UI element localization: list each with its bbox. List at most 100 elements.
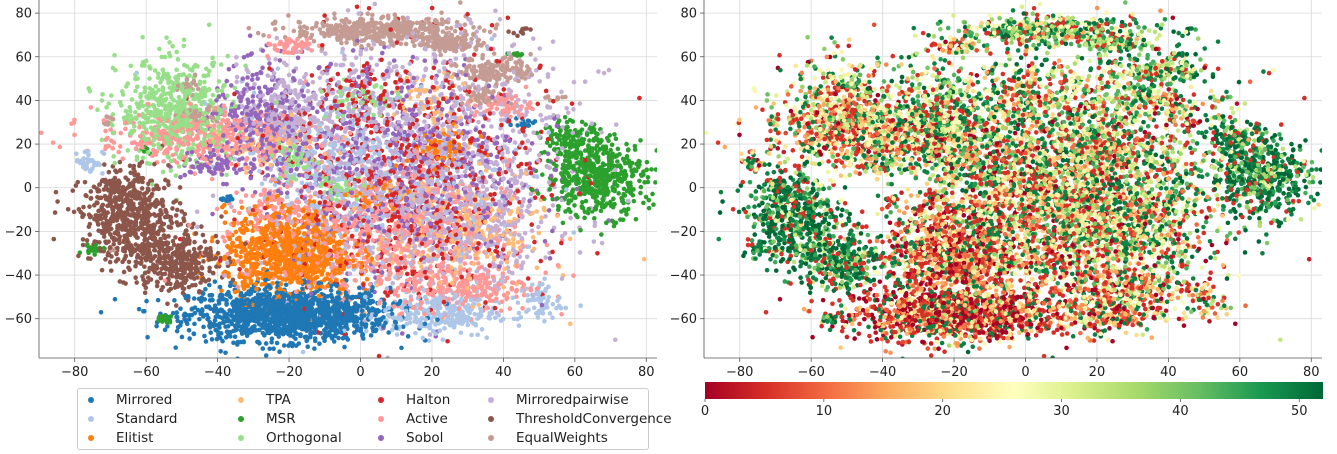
point-sobol — [260, 48, 266, 53]
point-sobol — [244, 82, 250, 87]
point-active — [494, 106, 500, 112]
point-orthogonal — [123, 84, 129, 89]
point-orthogonal — [110, 112, 116, 117]
point-orthogonal — [225, 53, 231, 59]
point-sobol — [480, 140, 486, 146]
point-mirrored — [274, 340, 280, 346]
point-thresholdconvergence — [214, 264, 219, 269]
point-standard — [426, 338, 432, 343]
point-equalweights — [437, 48, 442, 53]
point-sobol — [240, 187, 245, 192]
point-halton — [549, 192, 555, 198]
point-msr — [624, 141, 629, 147]
point-tpa — [567, 236, 573, 242]
point-mirroredpairwise — [491, 111, 496, 116]
point-halton — [488, 46, 494, 52]
point-thresholdconvergence — [123, 175, 128, 180]
point-mirroredpairwise — [274, 35, 280, 41]
point-orthogonal — [112, 160, 118, 166]
point-active — [521, 292, 527, 298]
point-mirroredpairwise — [498, 190, 504, 195]
point-elitist — [255, 276, 261, 282]
point-standard — [489, 36, 495, 42]
point-equalweights — [344, 40, 349, 45]
point-mirroredpairwise — [229, 204, 234, 210]
point-equalweights — [523, 76, 528, 81]
point-sobol — [256, 85, 262, 91]
point-tpa — [415, 94, 421, 99]
point-equalweights — [459, 101, 465, 106]
point-standard — [257, 168, 262, 174]
point-active — [211, 123, 217, 128]
point-orthogonal — [176, 164, 182, 169]
point-equalweights — [366, 42, 371, 48]
point-mirrored — [162, 327, 168, 333]
point-elitist — [219, 288, 224, 293]
point-sobol — [427, 89, 433, 94]
point-active — [39, 130, 44, 136]
point-halton — [532, 239, 537, 245]
point-tpa — [455, 188, 461, 194]
point-thresholdconvergence — [179, 281, 185, 286]
point-msr — [540, 172, 545, 177]
point-mirrored — [174, 310, 180, 315]
point-equalweights — [412, 43, 417, 49]
point-orthogonal — [340, 113, 346, 118]
point-msr — [644, 167, 650, 173]
point-mirroredpairwise — [510, 128, 516, 133]
point-thresholdconvergence — [511, 30, 517, 36]
point-msr — [649, 167, 654, 172]
point-equalweights — [195, 86, 201, 92]
point-sobol — [371, 115, 376, 121]
point-thresholdconvergence — [96, 228, 101, 233]
point-mirroredpairwise — [393, 174, 399, 180]
point-active — [57, 144, 63, 150]
point-mirroredpairwise — [405, 112, 410, 118]
point-halton — [503, 169, 509, 175]
point-active — [192, 171, 197, 176]
point-mirrored — [192, 321, 197, 327]
point-active — [209, 176, 215, 182]
point-mirrored — [218, 331, 224, 336]
point-mirroredpairwise — [234, 79, 239, 85]
point-sobol — [231, 166, 237, 172]
point-halton — [364, 61, 370, 66]
point-mirrored — [258, 365, 263, 370]
point-thresholdconvergence — [127, 163, 133, 169]
point-mirroredpairwise — [422, 119, 427, 124]
point-halton — [637, 95, 642, 101]
point-tpa — [322, 151, 328, 157]
point-mirroredpairwise — [333, 62, 339, 68]
point-sobol — [331, 169, 337, 175]
point-thresholdconvergence — [166, 234, 171, 239]
point-orthogonal — [216, 79, 222, 84]
point-orthogonal — [158, 80, 163, 85]
point-mirroredpairwise — [543, 255, 548, 260]
point-mirrored — [165, 324, 170, 329]
point-standard — [525, 292, 531, 298]
point-orthogonal — [340, 99, 345, 104]
point-equalweights — [435, 26, 440, 32]
point-active — [235, 284, 241, 290]
point-mirroredpairwise — [514, 258, 519, 263]
point-mirrored — [217, 284, 223, 290]
point-mirroredpairwise — [412, 80, 417, 86]
point-msr — [613, 136, 619, 142]
point-orthogonal — [174, 49, 180, 55]
point-sobol — [277, 58, 283, 63]
point-halton — [500, 247, 506, 252]
point-sobol — [444, 113, 450, 118]
point-standard — [389, 327, 395, 333]
point-orthogonal — [157, 46, 162, 52]
point-equalweights — [439, 21, 444, 27]
point-mirrored — [532, 119, 538, 124]
point-halton — [569, 101, 575, 106]
point-mirrored — [340, 335, 346, 341]
point-mirroredpairwise — [612, 337, 618, 343]
point-msr — [633, 217, 639, 222]
point-thresholdconvergence — [135, 172, 141, 177]
point-active — [72, 132, 77, 138]
point-thresholdconvergence — [173, 303, 179, 308]
point-mirroredpairwise — [421, 73, 427, 79]
